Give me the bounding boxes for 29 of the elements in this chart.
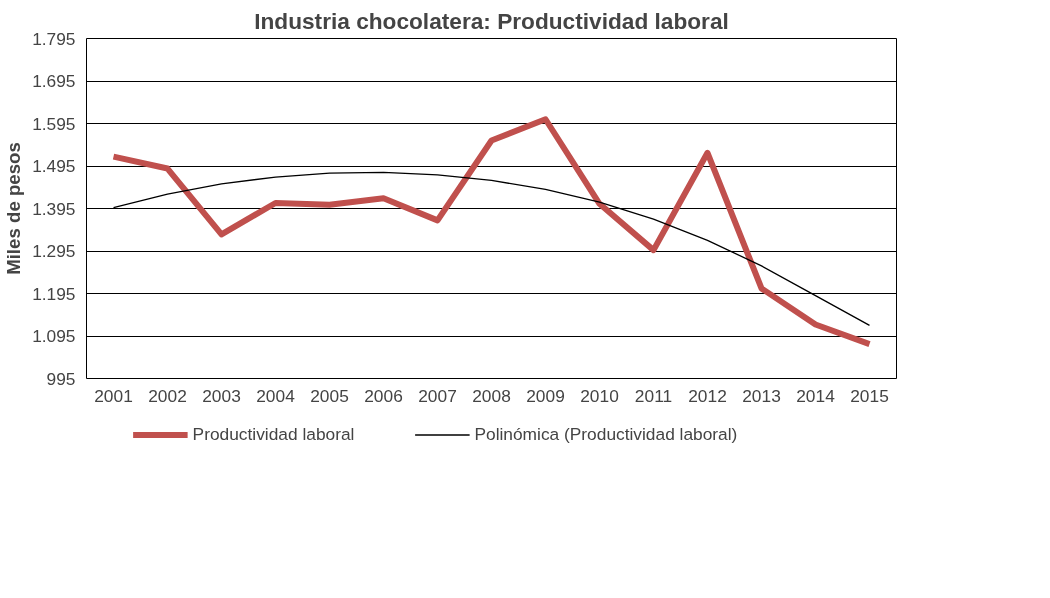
x-tick-label: 2011 (634, 385, 673, 406)
chart-title: Industria chocolatera: Productividad laboral (254, 7, 729, 34)
y-tick-label: 1.795 (32, 28, 76, 49)
y-tick-label: 1.195 (32, 283, 76, 304)
y-tick-label: 1.395 (32, 198, 76, 219)
y-tick-label: 1.095 (32, 326, 76, 346)
x-tick-label: 2004 (256, 385, 296, 406)
x-tick-label: 2002 (148, 385, 187, 406)
y-tick-label: 1.695 (32, 71, 76, 91)
y-tick-label: 1.295 (32, 241, 76, 261)
y-axis-title: Miles de pesos (3, 142, 25, 275)
line-series (112, 171, 871, 327)
y-tick-label: 1.495 (32, 156, 76, 176)
legend-label: Polinómica (Productividad laboral) (474, 423, 738, 445)
y-tick-label: 1.595 (32, 113, 76, 134)
legend-label: Productividad laboral (192, 423, 355, 445)
x-tick-label: 2010 (580, 385, 619, 406)
x-tick-label: 2001 (94, 385, 133, 406)
x-tick-label: 2005 (310, 385, 349, 406)
x-tick-label: 2012 (688, 385, 727, 406)
x-tick-label: 2003 (202, 385, 241, 406)
x-tick-label: 2013 (742, 385, 781, 406)
x-tick-label: 2014 (796, 385, 836, 406)
x-tick-label: 2015 (850, 385, 889, 406)
x-tick-label: 2009 (526, 385, 565, 406)
x-tick-label: 2008 (472, 385, 511, 406)
x-tick-label: 2007 (418, 385, 457, 406)
x-tick-label: 2006 (364, 385, 403, 406)
y-tick-label: 995 (46, 368, 76, 389)
